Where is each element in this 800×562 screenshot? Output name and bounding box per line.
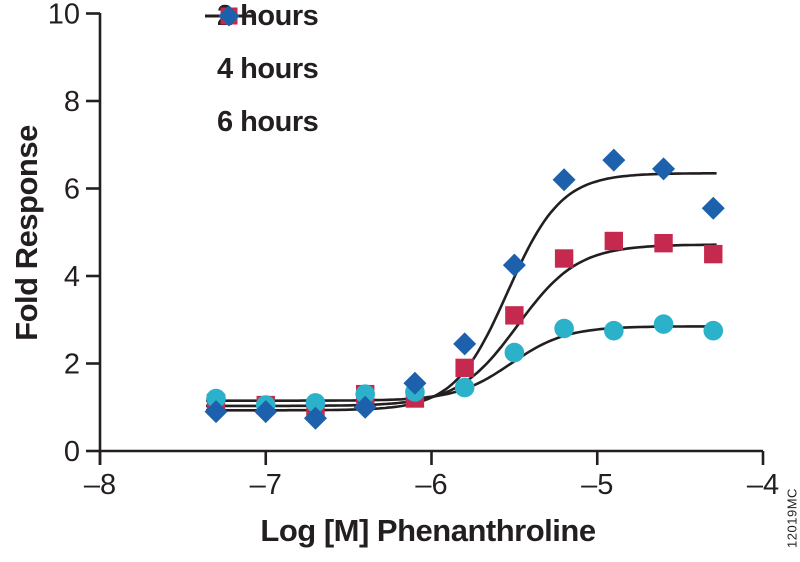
data-point-4-hours — [654, 233, 673, 253]
data-point-6-hours — [502, 253, 526, 277]
data-point-2-hours — [554, 318, 574, 339]
x-tick-label: –5 — [581, 469, 613, 501]
data-point-4-hours — [455, 358, 474, 378]
data-point-6-hours — [403, 371, 427, 395]
data-point-6-hours — [602, 148, 626, 172]
legend: 2 hours 4 hours 6 hours — [204, 1, 319, 160]
data-point-4-hours — [505, 306, 524, 325]
legend-label: 6 hours — [217, 106, 319, 138]
data-point-6-hours — [204, 400, 228, 424]
y-tick-label: 0 — [64, 436, 80, 468]
data-point-2-hours — [703, 320, 724, 341]
x-tick-label: –7 — [250, 469, 282, 501]
data-point-2-hours — [504, 342, 525, 363]
x-tick-label: –4 — [747, 469, 779, 501]
data-point-2-hours — [454, 377, 475, 398]
y-tick-label: 4 — [64, 261, 80, 293]
legend-item-4-hours: 4 hours — [204, 7, 319, 85]
data-point-2-hours — [604, 320, 624, 341]
data-point-2-hours — [653, 314, 674, 334]
data-point-6-hours — [552, 168, 576, 192]
x-axis-title: Log [M] Phenanthroline — [260, 513, 596, 548]
data-point-2-hours — [355, 384, 376, 404]
data-point-4-hours — [554, 249, 574, 268]
y-tick-label: 10 — [48, 0, 80, 31]
data-point-6-hours — [652, 157, 676, 181]
y-tick-label: 8 — [64, 86, 80, 118]
data-point-6-hours — [701, 196, 725, 220]
data-point-4-hours — [704, 244, 723, 264]
data-point-6-hours — [303, 406, 327, 430]
y-axis-title: Fold Response — [9, 125, 44, 341]
x-tick-label: –6 — [415, 469, 447, 501]
figure-id-watermark: 12019MC — [784, 488, 800, 548]
diamond-marker-icon — [218, 5, 240, 27]
data-point-2-hours — [305, 393, 326, 413]
y-tick-label: 2 — [64, 349, 80, 381]
legend-marker-diamond-icon — [205, 5, 253, 27]
data-point-6-hours — [254, 400, 278, 424]
legend-label: 4 hours — [217, 53, 319, 85]
data-point-6-hours — [453, 332, 477, 356]
x-tick-label: –8 — [84, 469, 116, 501]
legend-item-6-hours: 6 hours — [204, 5, 319, 138]
data-point-4-hours — [604, 231, 624, 251]
data-point-6-hours — [353, 395, 377, 419]
data-point-2-hours — [206, 388, 226, 409]
y-tick-label: 6 — [64, 174, 80, 206]
